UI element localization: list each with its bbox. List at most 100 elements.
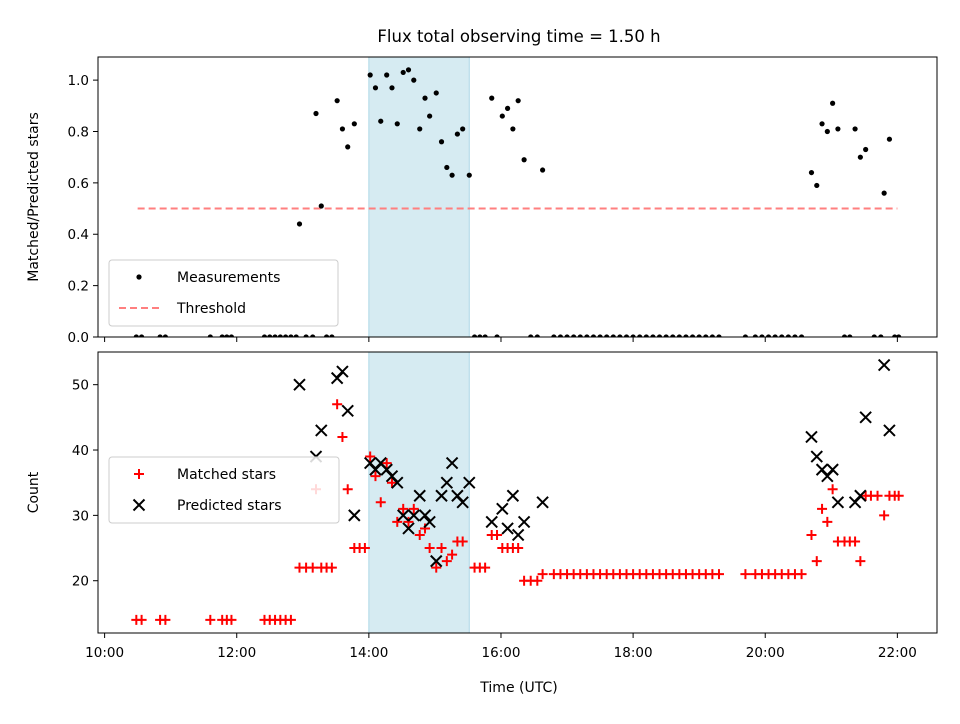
data-point	[397, 509, 410, 522]
data-point	[824, 128, 830, 135]
data-point	[466, 172, 472, 178]
data-point	[740, 569, 751, 580]
y-tick-label: 1.0	[68, 73, 89, 89]
data-point	[430, 554, 443, 568]
data-point	[378, 118, 384, 124]
data-point	[506, 489, 520, 502]
data-point	[683, 334, 689, 337]
x-tick-label: 18:00	[614, 645, 653, 661]
data-point	[310, 334, 316, 337]
data-point	[337, 431, 348, 442]
data-point	[438, 139, 445, 145]
data-point	[160, 614, 171, 625]
data-point	[205, 614, 216, 625]
data-point	[224, 334, 230, 337]
data-point	[329, 334, 335, 337]
data-point	[752, 334, 758, 337]
data-point	[440, 476, 454, 489]
data-point	[703, 334, 709, 337]
data-point	[534, 334, 540, 337]
data-point	[499, 113, 505, 119]
data-point	[365, 451, 376, 462]
x-tick-label: 22:00	[878, 645, 917, 661]
data-point	[408, 503, 419, 514]
data-point	[417, 126, 423, 132]
data-point	[389, 85, 395, 91]
data-point	[504, 105, 511, 111]
data-point	[779, 334, 785, 337]
data-point	[332, 399, 343, 410]
data-point	[878, 334, 884, 337]
x-tick-label: 10:00	[85, 645, 124, 661]
legend: Matched stars Predicted stars	[108, 456, 340, 524]
y-tick-label: 0.0	[68, 330, 89, 346]
data-point	[805, 430, 818, 444]
y-tick-label: 0.6	[68, 176, 89, 192]
data-point	[656, 334, 663, 337]
data-point	[663, 334, 669, 337]
data-point	[480, 562, 491, 573]
data-point	[513, 543, 524, 554]
x-axis-label: Time (UTC)	[479, 680, 557, 696]
data-point	[345, 144, 351, 150]
data-point	[872, 490, 883, 501]
y-tick-label: 20	[72, 574, 89, 590]
panel-counts: 20 30 40 50 10:00 12:00 14:00 16:00 18:00 20:00 22…	[26, 351, 938, 661]
data-point	[826, 463, 839, 476]
data-point	[381, 458, 392, 469]
axes-frame	[97, 56, 938, 338]
data-point	[528, 334, 534, 337]
data-point	[226, 614, 237, 625]
data-point	[394, 121, 400, 127]
x-tick-label: 14:00	[349, 645, 388, 661]
data-point	[835, 126, 841, 132]
data-point	[689, 334, 696, 337]
data-point	[604, 334, 610, 337]
data-point	[571, 334, 577, 337]
data-point	[830, 100, 836, 106]
data-point	[392, 516, 403, 527]
data-point	[423, 515, 436, 529]
data-point	[643, 334, 649, 337]
data-point	[370, 471, 381, 482]
data-point	[454, 131, 460, 137]
data-point	[650, 334, 656, 337]
data-point	[501, 522, 514, 535]
axes-frame	[97, 351, 938, 634]
data-point	[375, 497, 386, 508]
data-point	[511, 528, 525, 542]
data-point	[418, 509, 432, 522]
x-tick-label: 20:00	[746, 645, 785, 661]
legend-box	[108, 456, 340, 524]
data-point	[315, 424, 328, 437]
data-point	[283, 334, 289, 337]
data-point	[494, 334, 500, 337]
data-point	[510, 126, 516, 132]
y-tick-label: 0.8	[68, 124, 89, 140]
data-point	[372, 85, 379, 91]
data-point	[670, 334, 676, 337]
data-point	[293, 334, 299, 337]
legend: Measurements Threshold	[108, 259, 339, 327]
data-point	[386, 477, 397, 488]
data-point	[772, 334, 778, 337]
data-point	[713, 569, 724, 580]
data-point	[402, 522, 415, 535]
data-point	[893, 490, 904, 501]
y-tick-label: 50	[72, 378, 89, 394]
data-point	[577, 334, 583, 337]
data-point	[405, 67, 412, 73]
legend-marker-predicted	[132, 498, 146, 512]
data-point	[696, 334, 702, 337]
data-point	[886, 136, 893, 142]
data-point	[207, 334, 213, 337]
legend-marker-measurements	[136, 274, 142, 280]
data-point	[515, 98, 521, 104]
data-point	[477, 334, 483, 337]
data-point	[877, 358, 891, 372]
series-predicted-stars	[293, 358, 896, 568]
data-point	[351, 121, 357, 127]
plot-area	[131, 358, 904, 625]
